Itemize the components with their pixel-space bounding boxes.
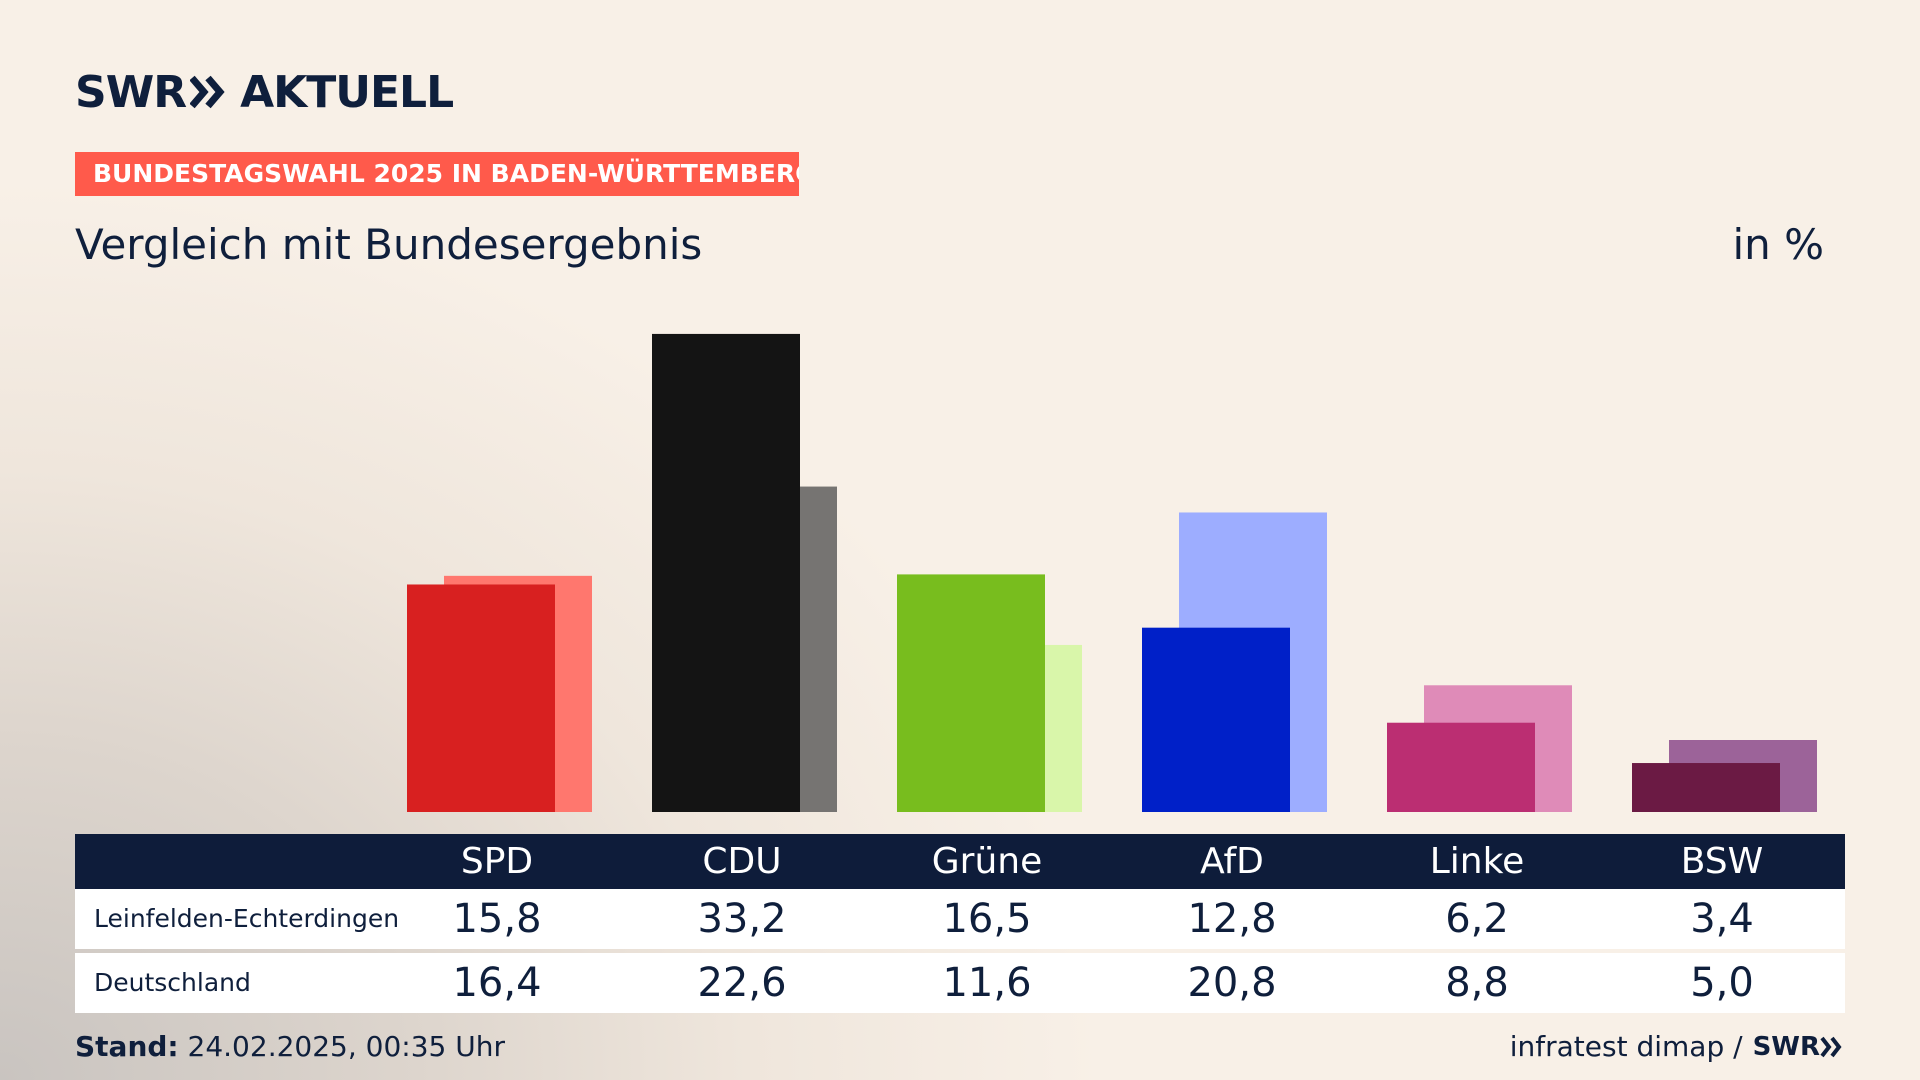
swr-aktuell-logo: SWR AKTUELL [75, 66, 454, 118]
logo-word: SWR [75, 66, 187, 118]
timestamp: Stand: 24.02.2025, 00:35 Uhr [75, 1030, 505, 1063]
value-national-grüne: 11,6 [942, 960, 1032, 1006]
party-header-row: SPD CDU Grüne AfD Linke BSW [75, 834, 1845, 889]
party-label-bsw: BSW [1680, 841, 1764, 882]
stand-value: 24.02.2025, 00:35 Uhr [187, 1030, 505, 1063]
value-local-grüne: 16,5 [942, 896, 1032, 942]
double-chevron-icon [190, 75, 225, 109]
bar-local-spd [407, 584, 555, 812]
logo-suffix: AKTUELL [240, 66, 454, 118]
party-label-linke: Linke [1429, 841, 1525, 882]
row-label-national: Deutschland [94, 968, 251, 997]
bar-local-grüne [897, 574, 1045, 812]
party-label-cdu: CDU [702, 841, 782, 882]
source-logo-word: SWR [1752, 1031, 1820, 1062]
bar-local-linke [1387, 722, 1535, 812]
value-national-cdu: 22,6 [697, 960, 787, 1006]
bar-chart [407, 333, 1817, 812]
unit-label: in % [1732, 220, 1824, 269]
value-national-linke: 8,8 [1445, 960, 1509, 1006]
table-row-national: Deutschland 16,4 22,6 11,6 20,8 8,8 5,0 [75, 953, 1845, 1013]
value-local-cdu: 33,2 [697, 896, 787, 942]
value-national-bsw: 5,0 [1690, 960, 1754, 1006]
value-national-spd: 16,4 [452, 960, 542, 1006]
table-row-local: Leinfelden-Echterdingen 15,8 33,2 16,5 12,8… [75, 889, 1845, 949]
value-national-afd: 20,8 [1187, 960, 1277, 1006]
stand-label: Stand: [75, 1030, 179, 1063]
source-chevron-icon [1820, 1036, 1842, 1057]
source-credit: infratest dimap / SWR [1510, 1030, 1844, 1063]
bar-local-bsw [1632, 763, 1780, 812]
bar-local-afd [1142, 627, 1290, 812]
source-text: infratest dimap / [1509, 1030, 1743, 1063]
value-local-linke: 6,2 [1445, 896, 1509, 942]
row-label-local: Leinfelden-Echterdingen [94, 904, 400, 933]
results-table: SPD CDU Grüne AfD Linke BSW Leinfelden-Echter… [75, 834, 1845, 1013]
party-label-grüne: Grüne [931, 841, 1043, 882]
bar-local-cdu [652, 333, 800, 812]
value-local-afd: 12,8 [1187, 896, 1277, 942]
value-local-spd: 15,8 [452, 896, 542, 942]
election-tag: BUNDESTAGSWAHL 2025 IN BADEN-WÜRTTEMBERG [75, 152, 799, 196]
value-local-bsw: 3,4 [1690, 896, 1754, 942]
party-label-afd: AfD [1200, 841, 1264, 882]
chart-subtitle: Vergleich mit Bundesergebnis [75, 220, 703, 269]
party-label-spd: SPD [460, 841, 534, 882]
